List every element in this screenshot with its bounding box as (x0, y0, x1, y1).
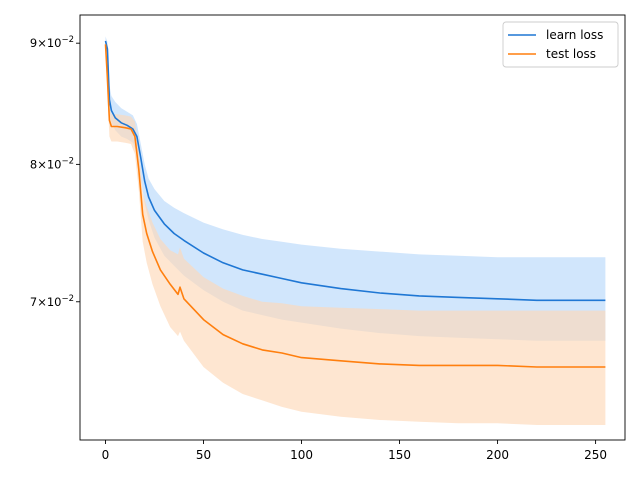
y-tick-exponent: −2 (61, 156, 74, 166)
legend-box (502, 21, 619, 68)
band-test (105, 38, 606, 425)
y-tick-base: 10 (47, 36, 62, 50)
line-learn-loss (104, 40, 606, 302)
y-tick-times: × (37, 36, 47, 50)
y-tick-mantissa: 8 (30, 157, 37, 171)
y-tick-label: 7×10−2 (30, 294, 74, 309)
x-tick-label: 150 (388, 448, 411, 462)
legend: learn loss test loss (502, 21, 619, 68)
x-tick-label: 100 (290, 448, 313, 462)
x-tick-label: 0 (102, 448, 110, 462)
y-tick-mantissa: 9 (30, 36, 37, 50)
y-tick-mantissa: 7 (30, 295, 37, 309)
y-tick-exponent: −2 (61, 35, 74, 45)
y-tick-exponent: −2 (61, 294, 74, 304)
legend-label: learn loss (546, 28, 603, 42)
y-axis: 9×10−28×10−27×10−2 (30, 35, 80, 309)
plot-frame (79, 14, 626, 441)
y-tick-base: 10 (47, 295, 62, 309)
y-tick-times: × (37, 295, 47, 309)
x-axis: 0 50 100 150 200 250 (102, 440, 607, 462)
y-tick-label: 8×10−2 (30, 156, 74, 171)
y-tick-times: × (37, 157, 47, 171)
y-tick-base: 10 (47, 157, 62, 171)
legend-label: test loss (546, 47, 596, 61)
x-tick-label: 50 (196, 448, 211, 462)
line-test-loss (104, 44, 606, 368)
x-tick-label: 250 (584, 448, 607, 462)
y-tick-label: 9×10−2 (30, 35, 74, 50)
x-tick-label: 200 (486, 448, 509, 462)
series-lines (104, 40, 606, 368)
